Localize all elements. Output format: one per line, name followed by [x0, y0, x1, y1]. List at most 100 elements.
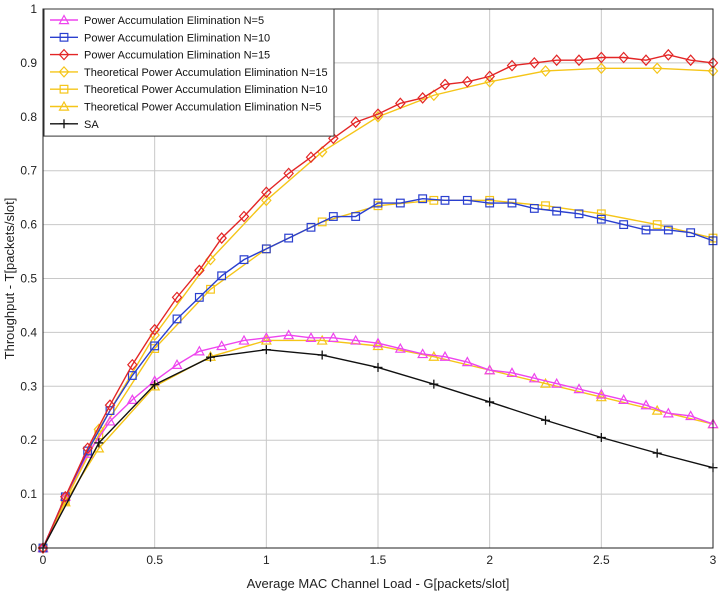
data-point: [573, 54, 585, 67]
data-point: [260, 334, 272, 345]
data-point: [127, 371, 137, 380]
data-point: [662, 407, 674, 418]
legend-entry: Power Accumulation Elimination N=5: [50, 14, 264, 27]
data-point: [618, 394, 630, 404]
data-point: [150, 341, 160, 351]
data-point: [305, 151, 317, 164]
y-tick-label: 0.4: [20, 325, 37, 339]
legend-label: SA: [84, 119, 99, 131]
data-point: [350, 116, 361, 129]
data-point: [373, 362, 383, 372]
legend-entry: Power Accumulation Elimination N=15: [50, 48, 270, 62]
legend-marker: [58, 14, 70, 25]
data-point: [206, 284, 215, 294]
legend-entry: Theoretical Power Accumulation Eliminati…: [50, 84, 328, 96]
data-point: [484, 75, 495, 88]
data-point: [618, 51, 629, 64]
legend-entry: Theoretical Power Accumulation Eliminati…: [50, 100, 322, 114]
data-point: [640, 399, 652, 410]
y-tick-label: 0.9: [20, 56, 37, 70]
series-line: [42, 198, 714, 549]
x-tick-label: 2: [486, 553, 493, 567]
y-tick-label: 0: [30, 541, 37, 555]
y-tick-label: 0.6: [20, 218, 37, 232]
data-point: [461, 356, 473, 367]
data-point: [686, 228, 696, 238]
data-point: [596, 209, 606, 219]
legend-label: Power Accumulation Elimination N=10: [84, 32, 270, 44]
data-point: [261, 244, 271, 254]
data-point: [216, 232, 227, 244]
data-point: [37, 542, 49, 554]
legend-marker: [59, 32, 69, 42]
data-point: [596, 214, 606, 224]
legend-entry: Theoretical Power Accumulation Eliminati…: [50, 66, 328, 79]
legend-marker: [58, 66, 70, 78]
data-point: [529, 204, 539, 213]
data-point: [418, 194, 428, 204]
data-point: [105, 406, 115, 415]
tick-labels: 0 0.5 1 1.5 2 2.5 3 0 0.1 0.2 0.3 0.4 0.5 0.6 0.7 0.8 0.…: [20, 2, 716, 567]
legend-box: [43, 8, 335, 137]
legend-label: Theoretical Power Accumulation Eliminati…: [84, 84, 328, 96]
data-point: [506, 367, 518, 378]
data-point: [206, 352, 215, 362]
y-tick-label: 0.8: [20, 110, 37, 124]
data-point: [485, 397, 495, 407]
data-point: [373, 198, 383, 208]
data-point: [539, 377, 552, 388]
data-point: [641, 225, 651, 235]
data-point: [193, 345, 205, 356]
data-point: [261, 186, 272, 199]
legend-label: Power Accumulation Elimination N=5: [84, 15, 264, 27]
series-2: [37, 48, 719, 554]
legend-marker: [59, 119, 69, 129]
legend-marker: [59, 84, 69, 94]
x-tick-label: 0.5: [146, 553, 163, 567]
data-point: [261, 345, 271, 355]
data-point: [652, 448, 662, 458]
data-point: [439, 78, 451, 91]
legend-label: Theoretical Power Accumulation Eliminati…: [84, 67, 328, 79]
data-point: [317, 217, 327, 227]
data-point: [619, 220, 629, 230]
legend-marker: [58, 100, 70, 111]
y-axis-label: Throughput - T[packets/slot]: [2, 198, 17, 360]
data-point: [528, 372, 540, 383]
legend-entry: Power Accumulation Elimination N=10: [50, 32, 270, 44]
data-point: [306, 222, 316, 232]
series-5: [37, 334, 719, 553]
data-point: [596, 62, 607, 75]
legend-entry: SA: [50, 119, 99, 131]
data-point: [596, 433, 606, 443]
series-layer: [37, 48, 719, 554]
data-point: [216, 340, 228, 351]
data-point: [551, 377, 563, 388]
series-line: [42, 54, 714, 549]
data-point: [529, 57, 540, 69]
data-point: [663, 48, 674, 61]
data-point: [372, 340, 384, 351]
data-point: [573, 383, 585, 394]
data-point: [651, 62, 663, 75]
data-point: [305, 332, 317, 342]
data-point: [149, 380, 161, 391]
data-point: [552, 206, 562, 216]
data-point: [172, 314, 182, 324]
data-point: [395, 97, 406, 110]
y-tick-label: 0.3: [20, 379, 37, 393]
x-tick-label: 0: [40, 553, 47, 567]
data-point: [194, 264, 205, 277]
data-point: [394, 342, 406, 353]
data-point: [395, 198, 405, 208]
data-point: [350, 334, 362, 345]
data-point: [440, 195, 450, 205]
data-point: [663, 225, 673, 235]
data-point: [596, 51, 607, 64]
x-tick-label: 1: [263, 553, 270, 567]
data-point: [94, 438, 104, 448]
legend-label: Theoretical Power Accumulation Eliminati…: [84, 102, 322, 114]
y-tick-label: 0.1: [20, 487, 37, 501]
data-point: [429, 379, 439, 389]
